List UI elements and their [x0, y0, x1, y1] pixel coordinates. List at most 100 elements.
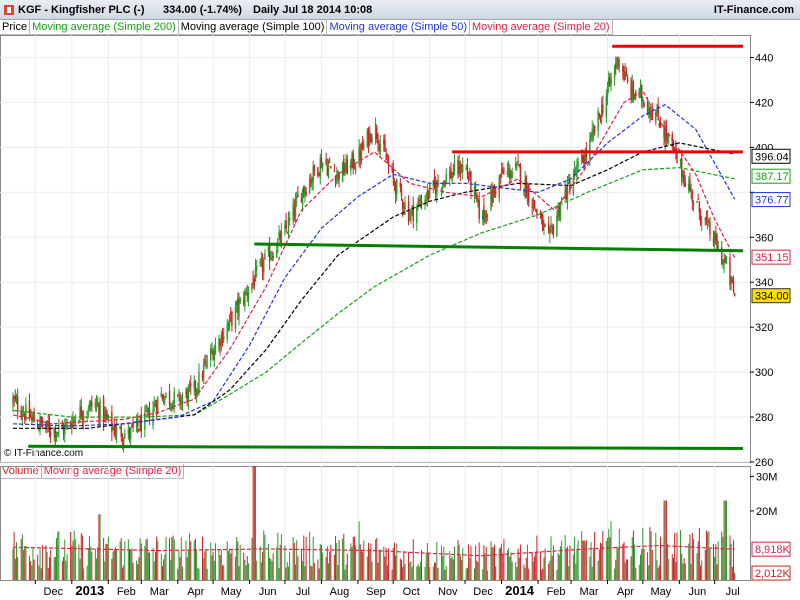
- legend-volume[interactable]: Volume: [0, 464, 42, 479]
- legend-volume-sma20[interactable]: Moving average (Simple 20): [41, 464, 185, 479]
- legend-sma100[interactable]: Moving average (Simple 100): [178, 20, 328, 35]
- candle-body: [567, 181, 570, 184]
- candle-body: [319, 159, 321, 178]
- candle-body: [114, 431, 117, 434]
- candle-body: [376, 127, 378, 139]
- candle-body: [112, 428, 114, 430]
- candle-body: [168, 391, 171, 405]
- price-tick-label: 300: [755, 367, 773, 379]
- candle-body: [363, 144, 365, 148]
- legend-sma50[interactable]: Moving average (Simple 50): [327, 20, 471, 35]
- candle-body: [550, 224, 552, 227]
- candle-body: [396, 179, 398, 194]
- candle-body: [535, 209, 537, 211]
- candle-body: [98, 405, 100, 419]
- candle-body: [15, 398, 18, 403]
- candle-body: [663, 125, 665, 138]
- last-value-price: 334.00: [755, 291, 789, 303]
- candle-body: [268, 245, 271, 263]
- candle-body: [715, 234, 717, 241]
- candle-body: [155, 403, 158, 412]
- candle-body: [29, 415, 32, 418]
- candle-body: [147, 407, 150, 413]
- candle-body: [722, 260, 724, 262]
- candle-body: [345, 158, 347, 172]
- candle-body: [120, 427, 122, 438]
- candle-body: [657, 105, 659, 120]
- candle-body: [28, 400, 31, 419]
- candle-body: [493, 186, 496, 190]
- candle-body: [303, 186, 305, 194]
- candle-body: [732, 281, 735, 293]
- candle-body: [275, 250, 278, 258]
- copyright-text: © IT-Finance.com: [4, 448, 84, 459]
- candle-body: [194, 381, 197, 392]
- candle-body: [544, 225, 546, 227]
- candle-body: [403, 207, 405, 210]
- candle-body: [646, 103, 649, 112]
- chart-symbol-icon: [4, 5, 14, 15]
- candle-body: [139, 418, 141, 431]
- candle-body: [333, 170, 336, 173]
- candle-body: [597, 110, 599, 132]
- last-value-volume_ma20: 8,918K: [755, 544, 791, 556]
- candle-body: [97, 404, 99, 406]
- candle-body: [642, 99, 644, 103]
- candle-body: [121, 438, 124, 442]
- candle-body: [20, 411, 22, 418]
- candle-body: [352, 152, 354, 169]
- candle-body: [624, 71, 626, 81]
- candle-body: [261, 259, 264, 272]
- candle-body: [264, 253, 266, 259]
- candle-body: [412, 205, 414, 221]
- candle-body: [65, 422, 67, 428]
- price-legend: Price Moving average (Simple 200) Moving…: [0, 20, 613, 35]
- candle-body: [58, 425, 60, 429]
- candle-body: [713, 232, 716, 243]
- candle-body: [658, 122, 661, 128]
- candle-body: [429, 184, 431, 199]
- candle-body: [170, 404, 172, 406]
- candle-body: [205, 359, 207, 367]
- candle-body: [478, 199, 480, 219]
- candle-body: [699, 212, 702, 223]
- sma200-line: [12, 166, 735, 418]
- candle-body: [69, 422, 72, 425]
- candle-body: [559, 205, 562, 220]
- candle-body: [444, 181, 446, 187]
- candle-body: [344, 170, 346, 173]
- candle-body: [351, 153, 353, 162]
- price-tick-label: 340: [755, 277, 773, 289]
- candle-body: [272, 255, 274, 258]
- legend-sma20[interactable]: Moving average (Simple 20): [470, 20, 613, 35]
- candle-body: [62, 428, 65, 435]
- candle-body: [725, 259, 728, 264]
- candle-body: [56, 431, 59, 435]
- candle-body: [525, 176, 528, 198]
- candle-body: [499, 174, 502, 177]
- candle-body: [267, 246, 270, 253]
- legend-sma200[interactable]: Moving average (Simple 200): [30, 20, 179, 35]
- candle-body: [483, 206, 485, 219]
- candle-body: [253, 279, 256, 286]
- price-tick-label: 440: [755, 52, 773, 64]
- candle-body: [219, 341, 221, 347]
- candle-body: [560, 198, 563, 202]
- candle-body: [263, 261, 265, 273]
- candle-body: [334, 175, 337, 183]
- candle-body: [565, 187, 568, 199]
- candle-body: [533, 200, 536, 209]
- legend-price[interactable]: Price: [0, 20, 31, 35]
- candle-body: [231, 311, 233, 326]
- candle-body: [683, 171, 685, 186]
- candle-body: [605, 95, 608, 118]
- candle-body: [519, 164, 522, 185]
- symbol-name: KGF - Kingfisher PLC (-): [18, 4, 145, 16]
- candle-body: [237, 298, 239, 313]
- candle-body: [682, 173, 684, 181]
- candle-body: [94, 402, 97, 408]
- candle-body: [450, 168, 452, 179]
- candle-body: [286, 232, 288, 234]
- candle-body: [706, 218, 709, 223]
